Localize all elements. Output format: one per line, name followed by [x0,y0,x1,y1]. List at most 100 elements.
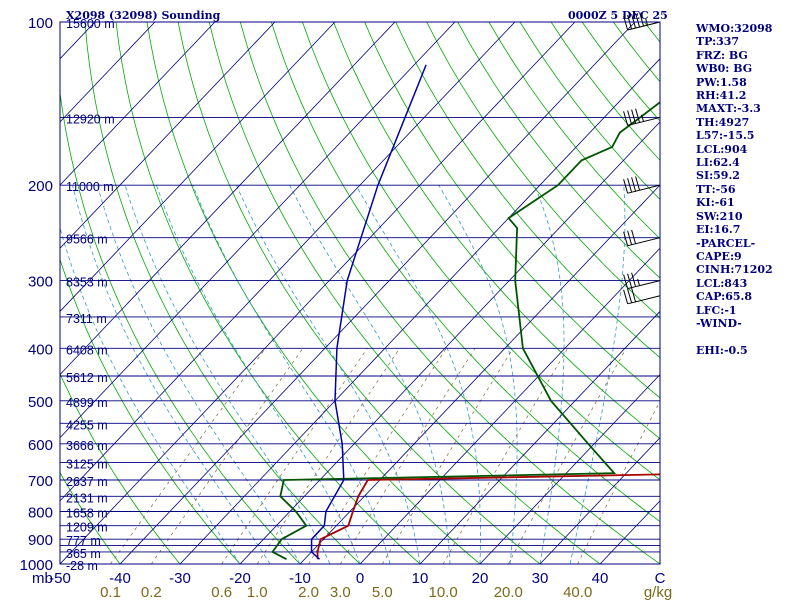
pressure-label: 1000 [20,557,53,574]
mixing-ratio-label: 1.0 [247,584,268,600]
wind-barb-feather [627,178,633,193]
wind-barb-half-feather [641,114,645,122]
isotherm-line [179,58,660,564]
wind-barb-feather [623,289,629,304]
sounding-index-line: WMO:32098 [696,22,773,35]
mixing-ratio-label: 3.0 [330,584,351,600]
wind-barb [623,229,661,247]
height-label: 365 m [66,547,101,561]
mixing-ratio-line [340,348,476,564]
dry-adiabat-line [271,22,660,523]
moist-adiabat-line [192,185,391,564]
moist-adiabat-line [60,226,241,564]
wind-barb-staff [627,280,661,290]
sounding-index-line: LCL:904 [696,142,748,156]
temperature-line [316,473,660,560]
wind-barb [623,176,661,194]
pressure-label: 700 [28,473,53,490]
x-axis-unit-label: mb [32,570,53,587]
wind-barb [623,287,661,305]
isotherm-line [60,22,276,249]
sounding-index-line: LCL:843 [696,276,748,290]
isotherm-line [60,22,336,312]
height-label: 2637 m [66,475,108,489]
wind-barb-feather [631,229,637,245]
isotherm-line [60,22,576,564]
sounding-index-line: SI:59.2 [696,169,740,183]
sounding-index-line: SW:210 [696,209,743,223]
temperature-tick-label: -10 [289,570,311,587]
wind-barb-staff [627,184,661,194]
wind-barb [623,108,661,126]
wind-barb-feather [635,176,641,191]
wind-barb-half-feather [637,278,641,287]
height-label: 9566 m [66,233,108,247]
temperature-tick-label: 40 [592,570,609,587]
wind-barb-feather [627,288,633,304]
isotherm-line [60,22,156,123]
wind-barb-feather [631,109,637,124]
sounding-index-line: CINH:71202 [696,263,773,277]
mixing-ratio-line [308,348,447,564]
mixing-ratio-label: 10.0 [428,584,457,600]
sounding-index-line [696,330,798,343]
temperature-tick-label: 0 [356,570,364,587]
isotherm-line [299,184,660,564]
sounding-index-line: L57:-15.5 [696,129,755,143]
height-label: 2131 m [66,491,108,505]
sounding-index-line: WB0: BG [696,62,753,76]
sounding-index-line: LFC:-1 [696,303,737,317]
height-label: 4899 m [66,396,108,410]
moist-adiabat-line [72,185,271,564]
wind-barb-feather [635,13,641,28]
wind-barb-feather [631,14,637,29]
height-label: 1209 m [66,521,108,535]
isotherm-line [60,22,216,186]
sounding-index-line: MAXT:-3.3 [696,102,761,116]
dry-adiabat-line [239,22,660,564]
sounding-index-line: TT:-56 [696,182,736,196]
sounding-index-line: -WIND- [696,316,742,330]
isotherm-line [60,22,456,439]
isotherm-line [359,247,660,564]
wind-barb-feather [623,274,629,289]
isotherm-line [60,22,396,376]
sounding-index-line: CAP:65.8 [696,290,753,304]
dry-adiabat-line [84,22,361,564]
isotherm-line [539,437,660,564]
height-label: -28 m [66,559,98,573]
height-label: 15600 m [66,17,115,31]
pressure-label: 600 [28,437,53,454]
moist-adiabat-line [534,185,565,564]
pressure-label: 300 [28,274,53,291]
dry-adiabat-line [60,258,241,564]
sounding-index-line: FRZ: BG [696,48,748,62]
mixing-ratio-label: 5.0 [372,584,393,600]
wind-barb-feather [623,179,629,194]
sounding-index-line: -PARCEL- [696,236,756,250]
temperature-tick-label: 20 [472,570,489,587]
height-label: 8353 m [66,276,108,290]
wind-barb [623,12,661,31]
isotherm-line [419,310,660,564]
mixing-ratio-label: 2.0 [298,584,319,600]
mixing-ratio-label: 0.6 [211,584,232,600]
sounding-index-line: PW:1.58 [696,75,747,89]
wind-barb [623,272,661,290]
wind-barb-feather [635,108,641,123]
pressure-label: 400 [28,341,53,358]
wind-barb-feather [631,177,637,192]
wind-barbs [623,12,661,305]
wind-barb-feather [623,111,629,126]
wind-barb-feather [623,15,629,31]
plot-frame [59,21,661,565]
moist-adiabat-line [355,185,481,564]
sounding-series [271,64,660,560]
pressure-label: 800 [28,505,53,522]
temperature-tick-label: -30 [169,570,191,587]
sounding-index-line: LI:62.4 [696,156,740,170]
temperature-tick-label: -50 [49,570,71,587]
mixing-ratio-label: 0.1 [100,584,121,600]
